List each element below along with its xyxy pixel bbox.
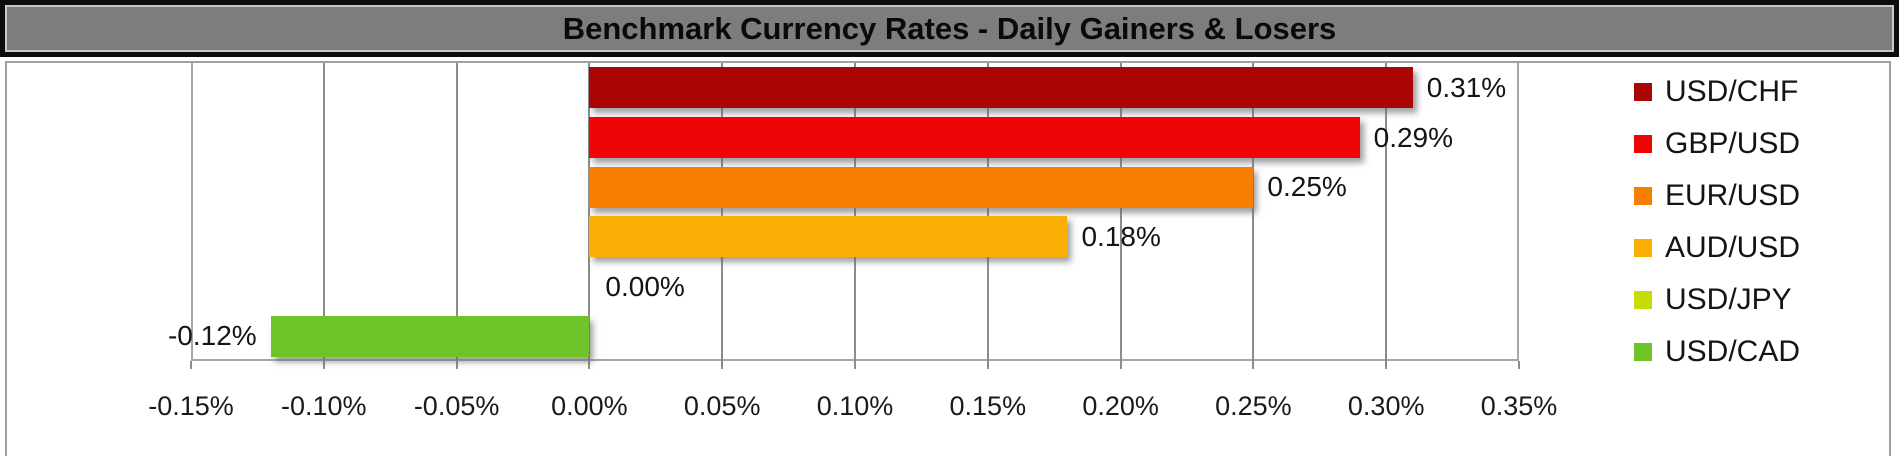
legend-item-gbp-usd: GBP/USD xyxy=(1634,118,1800,170)
axis-tick-mark xyxy=(588,361,591,369)
chart-title-banner: Benchmark Currency Rates - Daily Gainers… xyxy=(0,0,1899,57)
axis-tick-mark xyxy=(322,361,325,369)
bar-aud-usd xyxy=(589,216,1068,258)
axis-tick-mark xyxy=(986,361,989,369)
data-label-gbp-usd: 0.29% xyxy=(1373,121,1454,153)
vertical-gridline xyxy=(986,63,989,361)
x-tick-label: -0.05% xyxy=(413,391,500,421)
x-tick-label: 0.05% xyxy=(683,391,761,421)
axis-tick-mark xyxy=(1252,361,1255,369)
vertical-gridline xyxy=(1119,63,1122,361)
chart-title: Benchmark Currency Rates - Daily Gainers… xyxy=(562,10,1337,46)
legend-swatch-icon xyxy=(1634,187,1652,205)
bar-usd-cad xyxy=(270,315,590,357)
bar-gbp-usd xyxy=(589,117,1360,158)
data-label-eur-usd: 0.25% xyxy=(1267,171,1347,203)
legend-item-aud-usd: AUD/USD xyxy=(1634,222,1800,274)
legend-label: USD/JPY xyxy=(1665,283,1792,316)
bar-usd-chf xyxy=(589,67,1413,109)
axis-tick-mark xyxy=(190,361,192,369)
x-tick-label: 0.20% xyxy=(1082,391,1159,421)
legend-swatch-icon xyxy=(1634,135,1652,153)
x-tick-label: -0.10% xyxy=(281,391,367,421)
axis-tick-mark xyxy=(1385,361,1388,369)
vertical-gridline xyxy=(721,63,724,361)
axis-tick-mark xyxy=(721,361,724,369)
axis-tick-mark xyxy=(1518,361,1520,369)
legend-item-eur-usd: EUR/USD xyxy=(1634,170,1800,222)
x-tick-label: 0.15% xyxy=(949,391,1027,421)
legend-label: GBP/USD xyxy=(1665,127,1801,160)
vertical-gridline xyxy=(455,63,458,361)
data-label-aud-usd: 0.18% xyxy=(1081,220,1161,252)
x-tick-label: 0.35% xyxy=(1480,391,1558,421)
axis-tick-mark xyxy=(455,361,458,369)
axis-tick-mark xyxy=(1119,361,1122,369)
data-label-usd-jpy: 0.00% xyxy=(605,270,685,302)
legend-item-usd-chf: USD/CHF xyxy=(1634,66,1798,118)
legend-swatch-icon xyxy=(1634,83,1652,101)
axis-tick-mark xyxy=(854,361,856,369)
legend-item-usd-jpy: USD/JPY xyxy=(1634,274,1792,326)
x-tick-label: 0.25% xyxy=(1215,391,1292,421)
legend-swatch-icon xyxy=(1634,239,1652,257)
vertical-gridline xyxy=(322,63,325,361)
data-label-usd-cad: -0.12% xyxy=(167,320,257,352)
vertical-gridline xyxy=(588,63,591,361)
x-tick-label: 0.10% xyxy=(816,391,894,421)
vertical-gridline xyxy=(1252,63,1255,361)
legend-swatch-icon xyxy=(1634,343,1652,361)
data-label-usd-chf: 0.31% xyxy=(1426,71,1507,103)
x-tick-label: 0.30% xyxy=(1347,391,1425,421)
legend-label: USD/CHF xyxy=(1665,75,1799,108)
bar-eur-usd xyxy=(589,166,1254,208)
legend-swatch-icon xyxy=(1634,291,1652,309)
legend-label: USD/CAD xyxy=(1665,335,1801,368)
vertical-gridline xyxy=(854,63,856,361)
legend-label: AUD/USD xyxy=(1665,231,1801,264)
vertical-gridline xyxy=(1385,63,1388,361)
x-tick-label: -0.15% xyxy=(148,391,234,421)
legend-item-usd-cad: USD/CAD xyxy=(1634,326,1800,378)
x-tick-label: 0.00% xyxy=(551,391,628,421)
legend-label: EUR/USD xyxy=(1665,179,1801,212)
